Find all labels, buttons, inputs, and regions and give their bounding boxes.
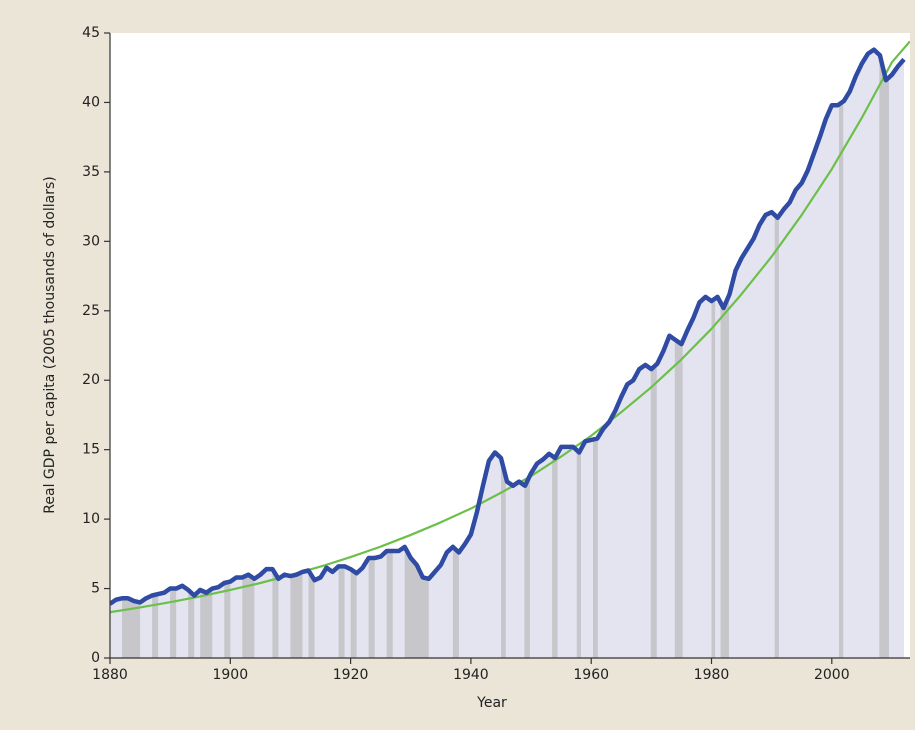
series-line (110, 47, 906, 606)
x-tick-label: 1880 (92, 667, 128, 683)
lines (110, 40, 910, 614)
shaded-period (711, 49, 716, 658)
x-tick-label: 1960 (573, 667, 609, 683)
y-tick-label: 20 (82, 372, 100, 388)
shaded-period (674, 49, 683, 658)
y-axis-label: Real GDP per capita (2005 thousands of d… (42, 176, 58, 513)
y-tick-label: 15 (82, 442, 100, 458)
y-tick-label: 40 (82, 94, 100, 110)
y-tick-label: 0 (91, 650, 100, 666)
x-tick-label: 1940 (453, 667, 489, 683)
y-tick-label: 35 (82, 164, 100, 180)
y-tick-label: 45 (82, 25, 100, 41)
shaded-period (774, 49, 779, 658)
y-tick-label: 5 (91, 581, 100, 597)
x-tick-label: 1980 (694, 667, 730, 683)
area (110, 49, 904, 658)
x-tick-label: 2000 (814, 667, 850, 683)
x-tick-label: 1920 (333, 667, 369, 683)
y-tick-label: 10 (82, 511, 100, 527)
y-tick-label: 30 (82, 233, 100, 249)
y-tick-label: 25 (82, 303, 100, 319)
x-axis-label: Year (476, 695, 507, 711)
shaded-period (720, 49, 729, 658)
shaded-period (879, 49, 889, 658)
shaded-period (839, 49, 844, 658)
x-tick-label: 1900 (212, 667, 248, 683)
